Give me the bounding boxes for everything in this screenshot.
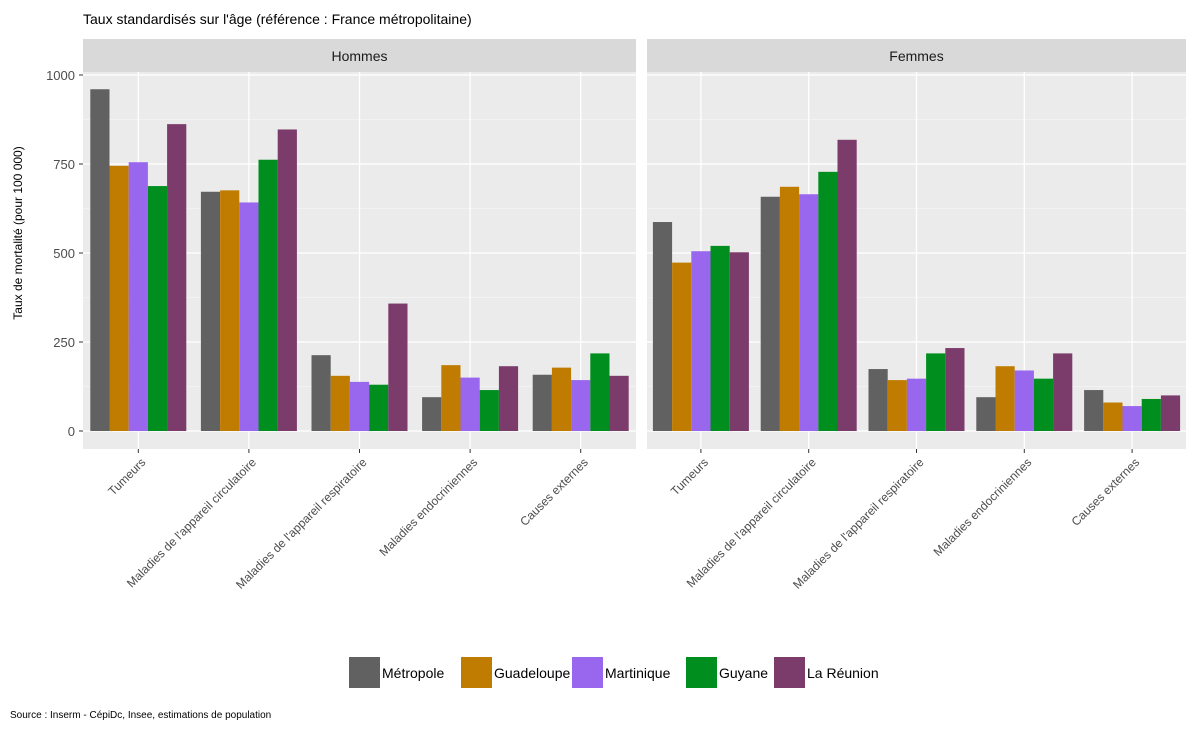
bar-hommes-5-1 [532, 374, 552, 431]
legend-swatch [461, 657, 492, 688]
legend-label: Guyane [719, 665, 768, 681]
x-tick-label: Tumeurs [668, 455, 711, 498]
bar-hommes-4-5 [498, 366, 519, 431]
bar-femmes-3-2 [887, 380, 907, 431]
source-note: Source : Inserm - CépiDc, Insee, estimat… [10, 710, 271, 721]
bar-femmes-5-5 [1160, 395, 1181, 431]
bar-hommes-3-4 [369, 384, 389, 431]
bar-femmes-2-2 [779, 186, 800, 431]
bar-hommes-3-1 [311, 355, 331, 431]
bar-femmes-1-4 [710, 245, 730, 431]
legend-label: Martinique [605, 665, 671, 681]
bar-femmes-5-1 [1084, 390, 1104, 431]
bar-hommes-5-3 [571, 380, 591, 431]
facet-strip-label: Femmes [889, 48, 943, 64]
bar-femmes-1-1 [652, 222, 673, 431]
bar-femmes-3-5 [945, 348, 965, 431]
bar-femmes-3-4 [926, 353, 946, 431]
y-tick-label: 0 [68, 424, 75, 439]
bar-hommes-4-3 [460, 377, 480, 431]
bar-hommes-1-4 [147, 186, 168, 431]
x-tick-label: Tumeurs [105, 455, 148, 498]
bar-hommes-5-4 [590, 353, 610, 431]
bar-hommes-3-3 [349, 381, 370, 431]
bar-hommes-1-5 [167, 124, 187, 432]
x-tick-label: Maladies endocriniennes [376, 455, 480, 559]
legend-swatch [349, 657, 380, 688]
legend-swatch [572, 657, 603, 688]
x-tick-label: Maladies de l'appareil circulatoire [124, 455, 259, 590]
bar-femmes-2-3 [799, 194, 819, 431]
bar-femmes-1-2 [672, 262, 692, 431]
legend: Métropole Guadeloupe Martinique Guyane La Ré… [349, 657, 879, 688]
legend-swatch [774, 657, 805, 688]
bar-hommes-2-4 [258, 159, 278, 431]
bar-femmes-4-3 [1014, 370, 1034, 431]
facet-strip [83, 39, 636, 72]
bar-femmes-4-2 [995, 366, 1015, 431]
x-tick-label: Causes externes [517, 455, 591, 529]
bar-hommes-4-2 [441, 365, 461, 431]
bar-femmes-3-3 [906, 378, 927, 431]
y-tick-label: 1000 [46, 68, 75, 83]
legend-swatch [686, 657, 717, 688]
y-axis-label: Taux de mortalité (pour 100 000) [11, 146, 25, 319]
bar-femmes-2-4 [818, 171, 838, 431]
bar-hommes-4-4 [479, 390, 499, 431]
legend-label: Guadeloupe [494, 665, 571, 681]
x-tick-label: Maladies endocriniennes [931, 455, 1035, 559]
bar-femmes-4-4 [1033, 378, 1054, 431]
bar-femmes-5-4 [1141, 398, 1161, 431]
bar-femmes-5-2 [1103, 402, 1123, 431]
x-tick-label: Maladies de l'appareil respiratoire [790, 455, 927, 592]
bar-hommes-3-5 [388, 303, 408, 431]
y-tick-label: 750 [53, 157, 75, 172]
bar-femmes-5-3 [1122, 406, 1142, 431]
bar-hommes-4-1 [422, 397, 442, 431]
x-tick-label: Maladies de l'appareil respiratoire [233, 455, 370, 592]
legend-label: La Réunion [807, 665, 879, 681]
chart-title: Taux standardisés sur l'âge (référence :… [83, 11, 472, 27]
bar-femmes-1-3 [691, 251, 711, 431]
bar-femmes-3-1 [868, 369, 888, 431]
facet-strip-label: Hommes [331, 48, 387, 64]
bar-hommes-5-2 [551, 367, 572, 431]
x-tick-label: Causes externes [1069, 455, 1143, 529]
bar-hommes-2-1 [200, 191, 221, 431]
bar-femmes-4-5 [1053, 353, 1073, 431]
bar-femmes-4-1 [976, 397, 996, 431]
bar-hommes-5-5 [609, 375, 629, 431]
bar-hommes-2-5 [277, 129, 297, 431]
bar-femmes-2-5 [837, 139, 857, 432]
facet-strip [647, 39, 1186, 72]
bar-femmes-2-1 [760, 196, 780, 431]
legend-label: Métropole [382, 665, 444, 681]
bar-hommes-2-3 [239, 202, 259, 431]
bar-hommes-1-2 [109, 165, 129, 431]
bar-femmes-1-5 [729, 252, 749, 431]
bar-hommes-3-2 [330, 375, 350, 431]
bar-hommes-1-1 [90, 89, 110, 432]
bar-hommes-2-2 [220, 190, 240, 431]
bar-hommes-1-3 [128, 162, 148, 431]
x-tick-label: Maladies de l'appareil circulatoire [684, 455, 819, 590]
y-tick-label: 500 [53, 246, 75, 261]
y-tick-label: 250 [53, 335, 75, 350]
